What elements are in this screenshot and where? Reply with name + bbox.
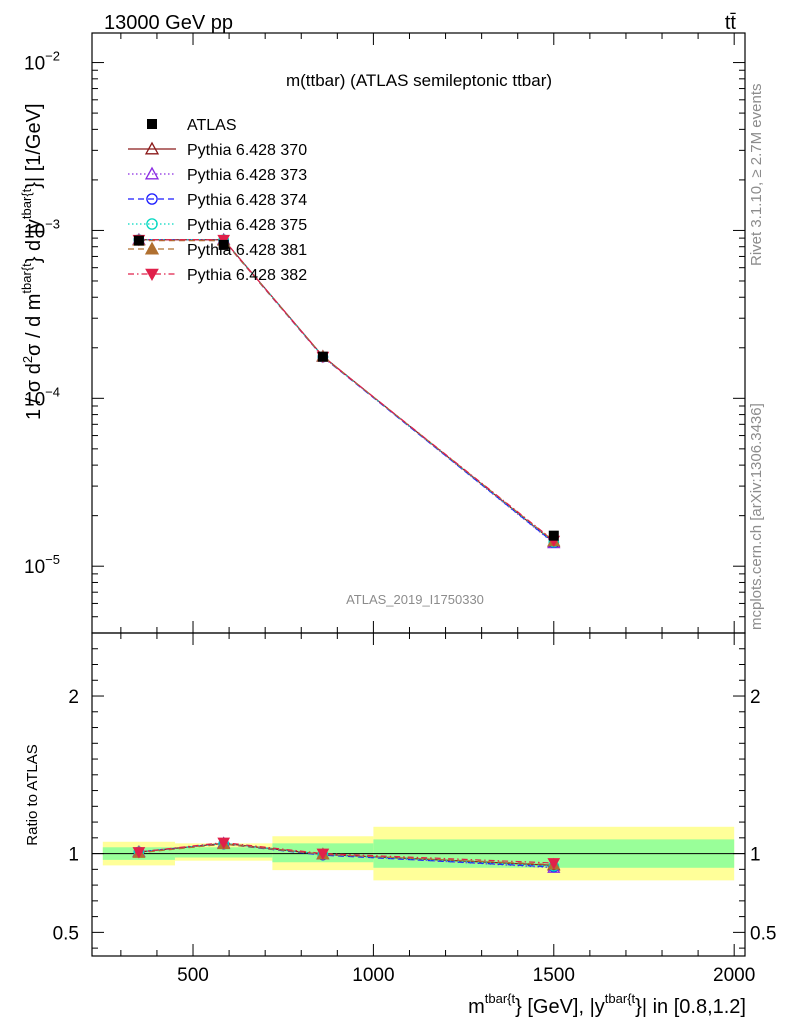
side-label-bottom: mcplots.cern.ch [arXiv:1306.3436]	[748, 403, 765, 630]
ratio-series-marker	[217, 837, 231, 850]
main-ylabel-sup-a: 2	[20, 356, 35, 363]
atlas-data-point	[218, 239, 229, 250]
main-axes: 10−510−410−310−2	[24, 32, 746, 634]
legend-label: ATLAS	[187, 117, 237, 134]
main-ylabel-part3: } d |y	[23, 219, 45, 263]
main-ytick-exponent: −3	[45, 216, 60, 231]
main-ytick-exponent: −4	[45, 384, 60, 399]
ratio-ylabel: Ratio to ATLAS	[24, 744, 41, 845]
watermark: ATLAS_2019_I1750330	[346, 592, 484, 607]
atlas-data-point	[317, 351, 328, 362]
xtick-label: 1000	[352, 965, 394, 986]
legend-marker	[144, 141, 160, 155]
main-ytick-label: 10−4	[24, 384, 60, 410]
xtick-label: 1500	[533, 965, 575, 986]
ratio-ytick-label: 0.5	[53, 923, 79, 944]
main-ytick-label: 10−3	[24, 216, 60, 242]
chart-title: m(ttbar) (ATLAS semileptonic ttbar)	[286, 71, 552, 90]
ratio-series-line	[138, 841, 554, 864]
header-left: 13000 GeV pp	[104, 12, 233, 34]
main-ylabel-sup-b: tbar{t	[19, 263, 34, 294]
main-ylabel-part1: 1 / σ d	[23, 363, 45, 420]
ratio-series-marker	[132, 847, 146, 859]
main-ytick-label: 10−5	[24, 552, 60, 578]
legend-marker	[145, 268, 159, 282]
main-ytick-exponent: −5	[45, 552, 60, 567]
legend-label: Pythia 6.428 375	[187, 217, 307, 234]
ratio-ytick-label: 1	[68, 845, 79, 866]
main-ylabel-part2: σ / d m	[23, 294, 45, 356]
legend-label: Pythia 6.428 381	[187, 242, 307, 259]
ratio-ytick-label-right: 1	[750, 845, 761, 866]
ratio-series-lines	[138, 841, 554, 869]
xlabel-sup2: tbar{t	[605, 991, 636, 1006]
legend-marker	[144, 166, 160, 180]
xlabel-mid: } [GeV], |y	[515, 996, 605, 1018]
main-ytick-mantissa: 10	[24, 54, 45, 75]
atlas-data-point	[548, 530, 559, 541]
main-series-line	[138, 239, 555, 543]
side-label-top: Rivet 3.1.10, ≥ 2.7M events	[748, 84, 765, 267]
atlas-data-points	[133, 235, 559, 541]
main-series-line	[138, 239, 555, 544]
legend-label: Pythia 6.428 370	[187, 142, 307, 159]
main-series-lines	[138, 239, 555, 544]
ratio-band-green	[174, 847, 273, 858]
xtick-label: 500	[177, 965, 209, 986]
ratio-ytick-label: 2	[68, 687, 79, 708]
xlabel-main: m	[468, 996, 485, 1018]
main-series-line	[138, 239, 555, 544]
legend-label: Pythia 6.428 373	[187, 167, 307, 184]
main-ylabel-part4: }| [1/GeV]	[23, 103, 45, 188]
main-series-line	[138, 239, 555, 542]
ratio-axes: 0.5 0.5 1 1 2 2 500 1000 1500 2000	[53, 632, 776, 986]
legend-marker	[147, 119, 157, 129]
header-right: tt̄	[725, 12, 737, 34]
legend: ATLAS Pythia 6.428 370 Pythia 6.428 373 Pyt…	[128, 117, 307, 284]
legend-marker	[146, 193, 158, 205]
ratio-series-markers	[132, 836, 561, 873]
ratio-frame	[91, 632, 746, 957]
main-ylabel-sup-c: tbar{t	[19, 188, 34, 219]
main-ytick-label: 10−2	[24, 49, 60, 75]
ratio-series-line	[138, 843, 554, 866]
atlas-data-point	[133, 235, 144, 246]
ratio-series-line	[138, 842, 554, 867]
main-ytick-mantissa: 10	[24, 221, 45, 242]
ratio-ytick-label-right: 2	[750, 687, 761, 708]
xlabel-tail: }| in [0.8,1.2]	[635, 996, 746, 1018]
ratio-series-marker	[316, 848, 330, 861]
xtick-label: 2000	[713, 965, 755, 986]
main-ytick-mantissa: 10	[24, 557, 45, 578]
main-ytick-mantissa: 10	[24, 389, 45, 410]
xlabel: mtbar{t} [GeV], |ytbar{t}| in [0.8,1.2]	[468, 991, 746, 1018]
main-series-line	[138, 239, 555, 543]
main-ylabel: 1 / σ d2σ / d mtbar{t} d |ytbar{t}| [1/G…	[19, 103, 45, 420]
legend-marker	[144, 241, 160, 255]
legend-label: Pythia 6.428 382	[187, 267, 307, 284]
ratio-uncertainty-bands	[92, 826, 745, 881]
main-series-line	[138, 239, 555, 542]
ratio-series-marker	[547, 858, 561, 870]
legend-marker	[146, 218, 158, 230]
ratio-ytick-label-right: 0.5	[750, 923, 776, 944]
legend-label: Pythia 6.428 374	[187, 192, 307, 209]
xlabel-sup1: tbar{t	[485, 991, 516, 1006]
main-ytick-exponent: −2	[45, 49, 60, 64]
